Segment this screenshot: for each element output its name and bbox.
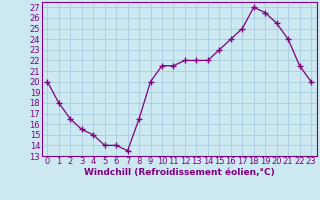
X-axis label: Windchill (Refroidissement éolien,°C): Windchill (Refroidissement éolien,°C) xyxy=(84,168,275,177)
